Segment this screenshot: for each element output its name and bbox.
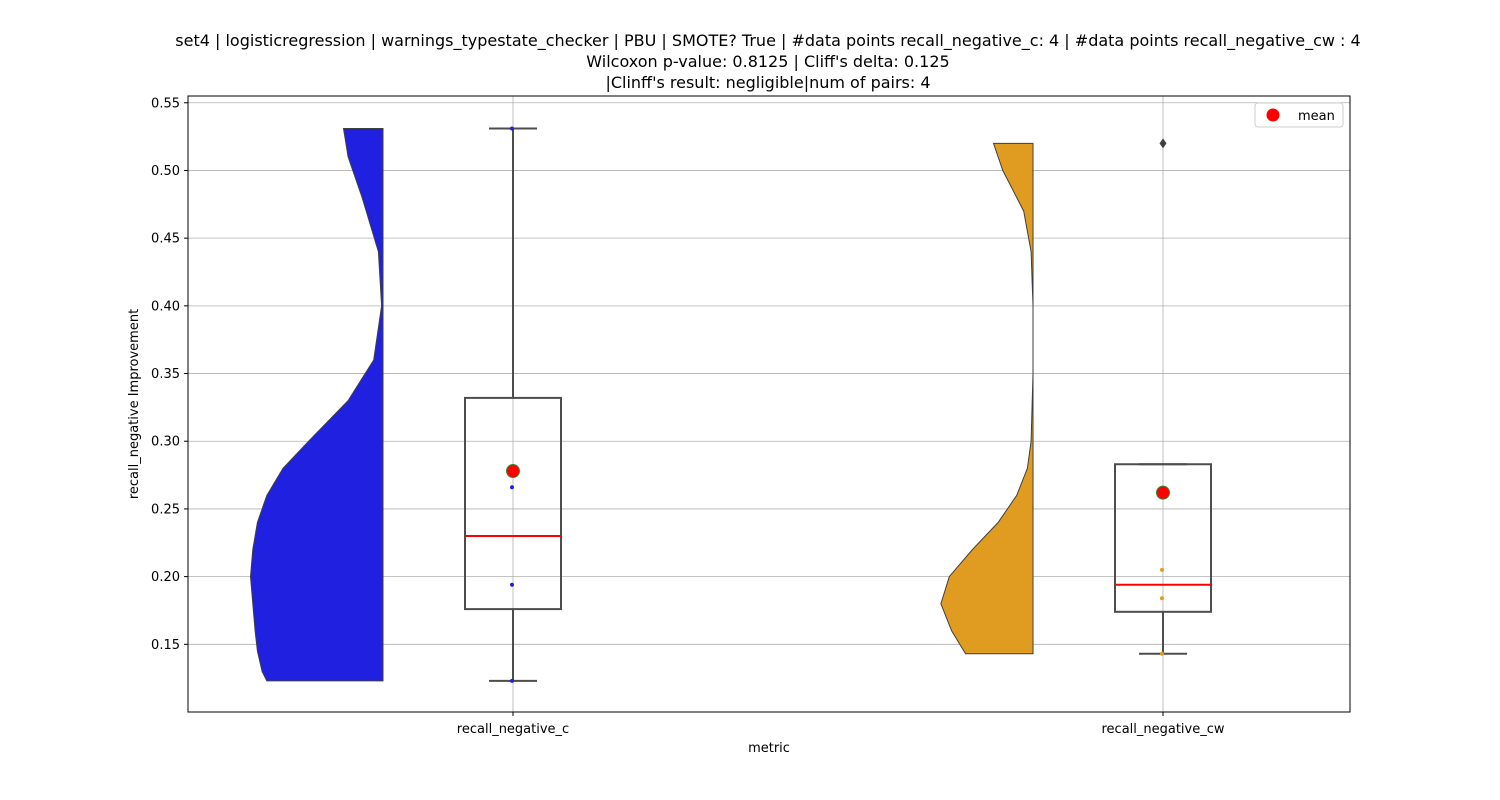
x-axis-label: metric <box>748 741 790 756</box>
box-recall_negative_cw <box>1114 463 1212 613</box>
chart-title-line-3: |Clinff's result: negligible|num of pair… <box>605 73 930 92</box>
mean-marker-recall_negative_cw <box>1156 485 1170 500</box>
plot-frame <box>187 95 1351 713</box>
y-tick-label: 0.40 <box>151 299 180 314</box>
data-point-recall_negative_c <box>510 126 514 131</box>
axis-ticks: 0.15 0.20 0.25 0.30 0.35 0.40 0.45 0.50 0.55 reca… <box>151 96 1225 737</box>
y-tick-label: 0.25 <box>151 502 180 517</box>
data-point-recall_negative_cw <box>1160 567 1164 572</box>
violin-recall_negative_c <box>249 128 384 682</box>
y-tick-label: 0.35 <box>151 367 180 382</box>
y-tick-label: 0.55 <box>151 96 180 111</box>
data-point-recall_negative_c <box>510 582 514 587</box>
y-tick-label: 0.30 <box>151 435 180 450</box>
y-tick-label: 0.15 <box>151 638 180 653</box>
data-point-recall_negative_c <box>510 678 514 683</box>
mean-marker-recall_negative_c <box>506 464 520 479</box>
data-point-recall_negative_cw <box>1160 651 1164 656</box>
violin-recall_negative_cw <box>940 142 1034 655</box>
chart-title-line-2: Wilcoxon p-value: 0.8125 | Cliff's delta… <box>586 52 949 71</box>
outlier-recall_negative_cw <box>1159 138 1167 149</box>
y-tick-label: 0.45 <box>151 232 180 247</box>
legend-mean-label: mean <box>1298 109 1335 124</box>
x-tick-label: recall_negative_c <box>457 722 569 737</box>
chart-title-line-1: set4 | logisticregression | warnings_typ… <box>175 31 1360 51</box>
data-marks <box>249 126 1212 683</box>
data-point-recall_negative_c <box>510 485 514 490</box>
y-axis-label: recall_negative Improvement <box>127 309 142 499</box>
x-tick-label: recall_negative_cw <box>1101 722 1224 737</box>
box-recall_negative_c <box>464 396 562 611</box>
legend-mean-marker <box>1266 108 1280 122</box>
y-tick-label: 0.20 <box>151 570 180 585</box>
y-tick-label: 0.50 <box>151 164 180 179</box>
legend: mean <box>1254 102 1344 128</box>
data-point-recall_negative_cw <box>1160 596 1164 601</box>
legend-box <box>1254 102 1344 128</box>
